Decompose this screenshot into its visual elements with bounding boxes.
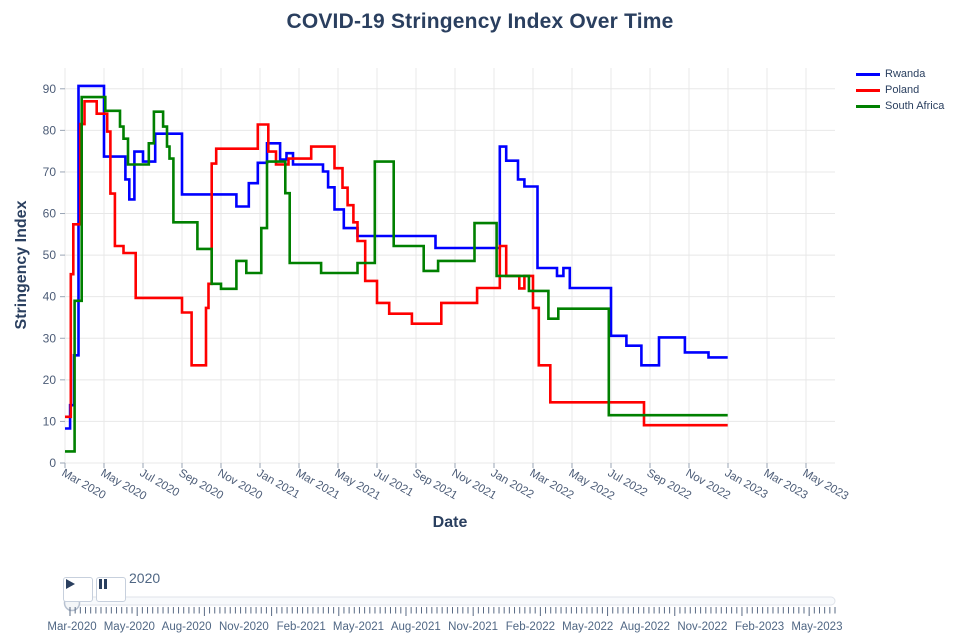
series-line-rwanda bbox=[65, 84, 728, 430]
pause-icon bbox=[99, 579, 107, 589]
chart-title: COVID-19 Stringency Index Over Time bbox=[286, 10, 674, 33]
y-tick-label: 30 bbox=[43, 331, 57, 345]
series-line-poland bbox=[65, 100, 728, 427]
slider-tick-label: Feb-2021 bbox=[277, 621, 326, 633]
legend: Rwanda Poland South Africa bbox=[856, 66, 944, 114]
pause-button[interactable] bbox=[96, 577, 126, 602]
slider-tick-label: May-2020 bbox=[104, 621, 155, 633]
play-icon bbox=[66, 579, 75, 589]
slider-frame-ticks bbox=[69, 607, 836, 616]
slider-tick-label: Nov-2022 bbox=[677, 621, 727, 633]
slider-tick-label: Mar-2020 bbox=[47, 621, 96, 633]
gridlines bbox=[64, 68, 835, 464]
slider-tick-label: Feb-2023 bbox=[735, 621, 784, 633]
legend-label: Rwanda bbox=[885, 68, 926, 80]
slider-tick-label: Nov-2021 bbox=[448, 621, 498, 633]
legend-label: South Africa bbox=[885, 100, 945, 112]
legend-line-sample bbox=[856, 104, 880, 108]
slider-tick-label: Aug-2020 bbox=[162, 621, 212, 633]
legend-item-poland[interactable]: Poland bbox=[856, 82, 944, 98]
slider-tick-label: Nov-2020 bbox=[219, 621, 269, 633]
slider-rail[interactable] bbox=[67, 596, 836, 606]
x-tick-label: May 2023 bbox=[801, 467, 851, 503]
y-tick-label: 40 bbox=[43, 290, 57, 304]
y-tick-label: 70 bbox=[43, 165, 57, 179]
data-series-lines bbox=[65, 84, 728, 453]
slider-tick-label: May-2023 bbox=[791, 621, 842, 633]
legend-line-sample bbox=[856, 72, 880, 76]
y-tick-label: 20 bbox=[43, 373, 57, 387]
slider-current-value: 2020 bbox=[129, 570, 161, 586]
y-tick-label: 90 bbox=[43, 82, 57, 96]
y-tick-label: 60 bbox=[43, 207, 57, 221]
legend-label: Poland bbox=[885, 84, 920, 96]
play-button[interactable] bbox=[63, 577, 93, 602]
y-axis-title: Stringency Index bbox=[13, 200, 30, 329]
y-tick-label: 0 bbox=[49, 456, 56, 470]
legend-line-sample bbox=[856, 88, 880, 92]
slider-tick-labels: Mar-2020 May-2020 Aug-2020 Nov-2020 Feb-2021… bbox=[47, 621, 842, 633]
legend-item-rwanda[interactable]: Rwanda bbox=[856, 66, 944, 82]
y-tick-label: 50 bbox=[43, 248, 57, 262]
animation-slider: Mar-2020 May-2020 Aug-2020 Nov-2020 Feb-2021… bbox=[47, 594, 842, 633]
slider-tick-label: Feb-2022 bbox=[506, 621, 555, 633]
y-tick-label: 10 bbox=[43, 414, 57, 428]
series-line-south-africa bbox=[65, 95, 728, 453]
x-axis-title: Date bbox=[433, 514, 468, 531]
legend-item-south-africa[interactable]: South Africa bbox=[856, 98, 944, 114]
slider-tick-label: May-2022 bbox=[562, 621, 613, 633]
slider-tick-label: May-2021 bbox=[333, 621, 384, 633]
slider-tick-label: Aug-2022 bbox=[620, 621, 670, 633]
slider-tick-label: Aug-2021 bbox=[391, 621, 441, 633]
y-tick-label: 80 bbox=[43, 123, 57, 137]
